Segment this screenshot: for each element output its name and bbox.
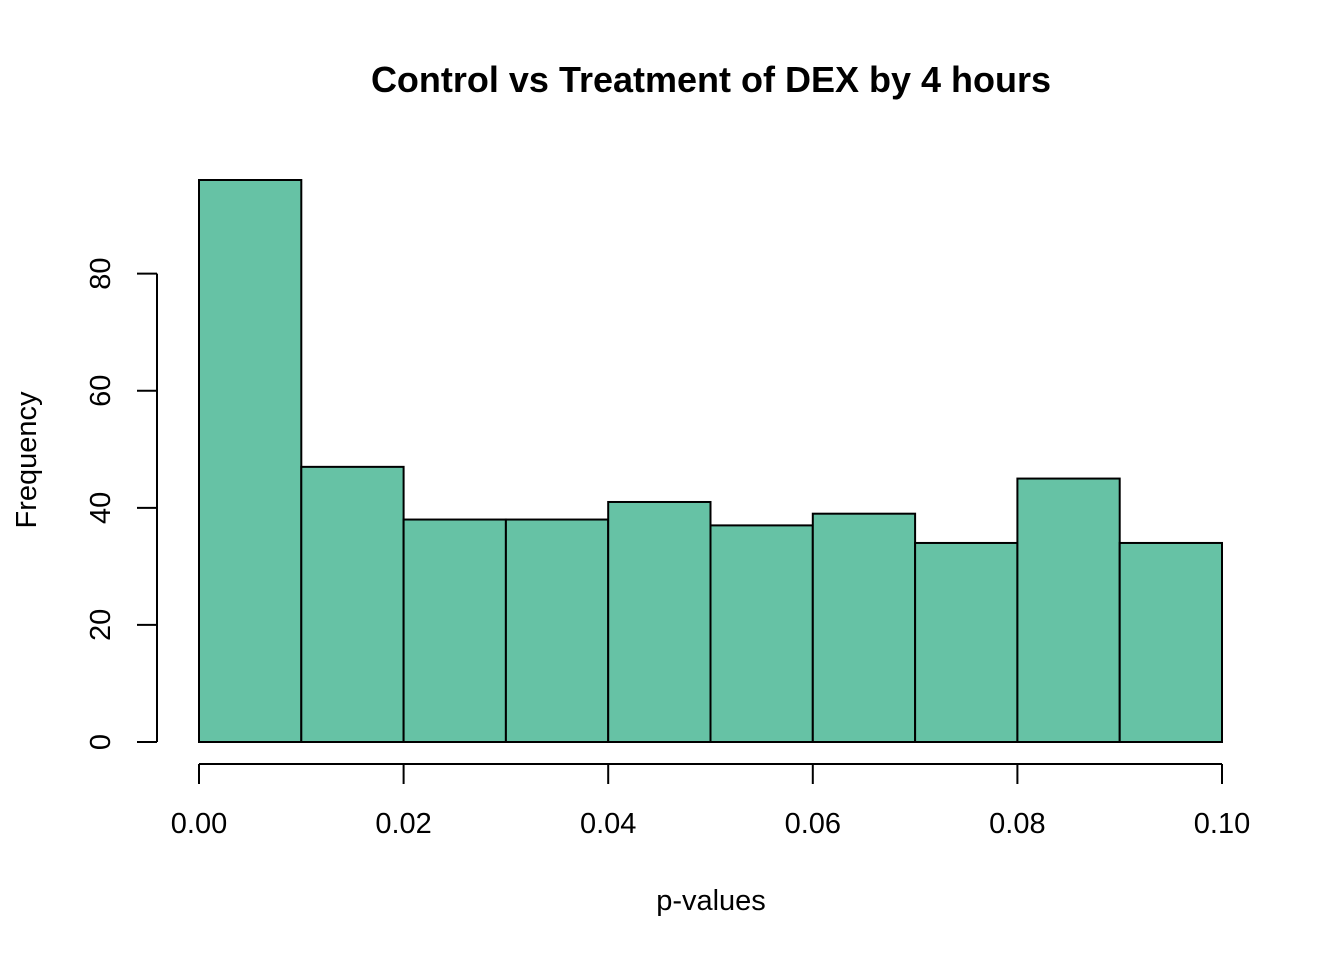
histogram-bar [811, 512, 917, 743]
x-tick-label: 0.10 [1194, 808, 1250, 840]
x-tick-label: 0.04 [580, 808, 636, 840]
y-axis: 0 20 40 60 80 [85, 258, 158, 750]
x-tick-label: 0.02 [375, 808, 431, 840]
y-tick-label: 40 [85, 492, 117, 524]
histogram-bar [607, 500, 712, 743]
x-tick-label: 0.00 [171, 808, 227, 840]
histogram-bar [709, 524, 814, 743]
histogram-bar [914, 541, 1019, 743]
histogram-bar [504, 518, 610, 744]
histogram-bar [402, 518, 507, 744]
y-tick-label: 0 [85, 734, 117, 750]
x-axis: 0.00 0.02 0.04 0.06 0.08 0.10 [171, 763, 1250, 840]
y-tick-label: 80 [85, 258, 117, 290]
y-tick-label: 20 [85, 609, 117, 641]
histogram-bar [300, 465, 405, 743]
y-axis-label: Frequency [11, 391, 43, 529]
x-axis-label: p-values [656, 885, 766, 917]
histogram-bar [1016, 477, 1121, 743]
histogram-bars [198, 179, 1223, 744]
y-tick-label: 60 [85, 375, 117, 407]
x-tick-label: 0.06 [785, 808, 841, 840]
histogram-bar [198, 179, 303, 743]
chart-title: Control vs Treatment of DEX by 4 hours [371, 59, 1051, 100]
x-tick-label: 0.08 [989, 808, 1045, 840]
histogram-bar [1118, 541, 1223, 743]
